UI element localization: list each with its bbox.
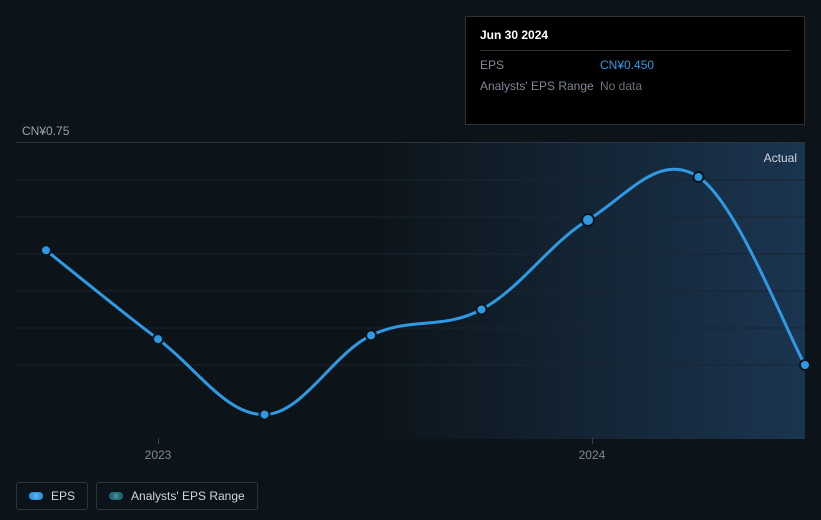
tooltip-row: EPSCN¥0.450 bbox=[480, 55, 790, 76]
y-axis-label-top: CN¥0.75 bbox=[22, 124, 69, 138]
eps-chart[interactable]: Actual bbox=[16, 142, 805, 438]
legend-item-eps[interactable]: EPS bbox=[16, 482, 88, 510]
legend-swatch-analysts bbox=[109, 492, 123, 500]
x-axis-label: 2024 bbox=[579, 448, 606, 462]
legend-swatch-eps bbox=[29, 492, 43, 500]
tooltip-label: Analysts' EPS Range bbox=[480, 78, 600, 95]
x-axis-label: 2023 bbox=[145, 448, 172, 462]
chart-svg bbox=[16, 143, 805, 439]
tooltip-value: CN¥0.450 bbox=[600, 57, 790, 74]
tooltip-date: Jun 30 2024 bbox=[480, 27, 790, 51]
chart-tooltip: Jun 30 2024 EPSCN¥0.450Analysts' EPS Ran… bbox=[465, 16, 805, 125]
actual-label: Actual bbox=[764, 151, 797, 165]
chart-legend: EPS Analysts' EPS Range bbox=[16, 482, 258, 510]
legend-label: EPS bbox=[51, 489, 75, 503]
tooltip-value: No data bbox=[600, 78, 790, 95]
x-axis-labels: 2023 2024 bbox=[16, 448, 805, 464]
legend-item-analysts-range[interactable]: Analysts' EPS Range bbox=[96, 482, 258, 510]
tooltip-label: EPS bbox=[480, 57, 600, 74]
legend-label: Analysts' EPS Range bbox=[131, 489, 245, 503]
tooltip-row: Analysts' EPS RangeNo data bbox=[480, 76, 790, 97]
